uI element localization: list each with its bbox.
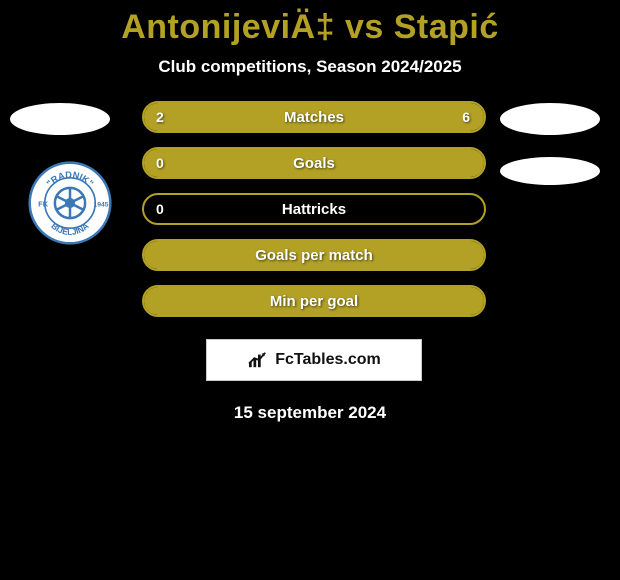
page-title: AntonijeviÄ‡ vs Stapić <box>0 8 620 47</box>
brand-box: FcTables.com <box>206 339 422 381</box>
stat-row-min-per-goal: Min per goal <box>142 285 486 317</box>
club-right-avatar <box>500 157 600 185</box>
stat-row-matches: 2 Matches 6 <box>142 101 486 133</box>
stat-label: Matches <box>144 103 484 131</box>
subtitle: Club competitions, Season 2024/2025 <box>0 57 620 77</box>
stat-label: Goals per match <box>144 241 484 269</box>
stat-row-hattricks: 0 Hattricks <box>142 193 486 225</box>
stat-row-goals: 0 Goals <box>142 147 486 179</box>
brand-text: FcTables.com <box>275 351 381 369</box>
club-left-logo: "RADNIK" BIJELJINA FK 1945 <box>28 161 112 245</box>
comparison-card: AntonijeviÄ‡ vs Stapić Club competitions… <box>0 0 620 423</box>
stat-row-goals-per-match: Goals per match <box>142 239 486 271</box>
stat-rows: 2 Matches 6 0 Goals 0 Hattricks <box>142 101 486 317</box>
player-left-avatar <box>10 103 110 135</box>
stat-value-right: 6 <box>462 103 470 131</box>
svg-text:FK: FK <box>38 199 49 208</box>
player-right-avatar <box>500 103 600 135</box>
brand-chart-icon <box>247 351 269 369</box>
svg-text:1945: 1945 <box>94 201 109 208</box>
stats-area: "RADNIK" BIJELJINA FK 1945 <box>0 101 620 423</box>
stat-label: Min per goal <box>144 287 484 315</box>
stat-label: Goals <box>144 149 484 177</box>
date-text: 15 september 2024 <box>0 403 620 423</box>
stat-label: Hattricks <box>144 195 484 223</box>
